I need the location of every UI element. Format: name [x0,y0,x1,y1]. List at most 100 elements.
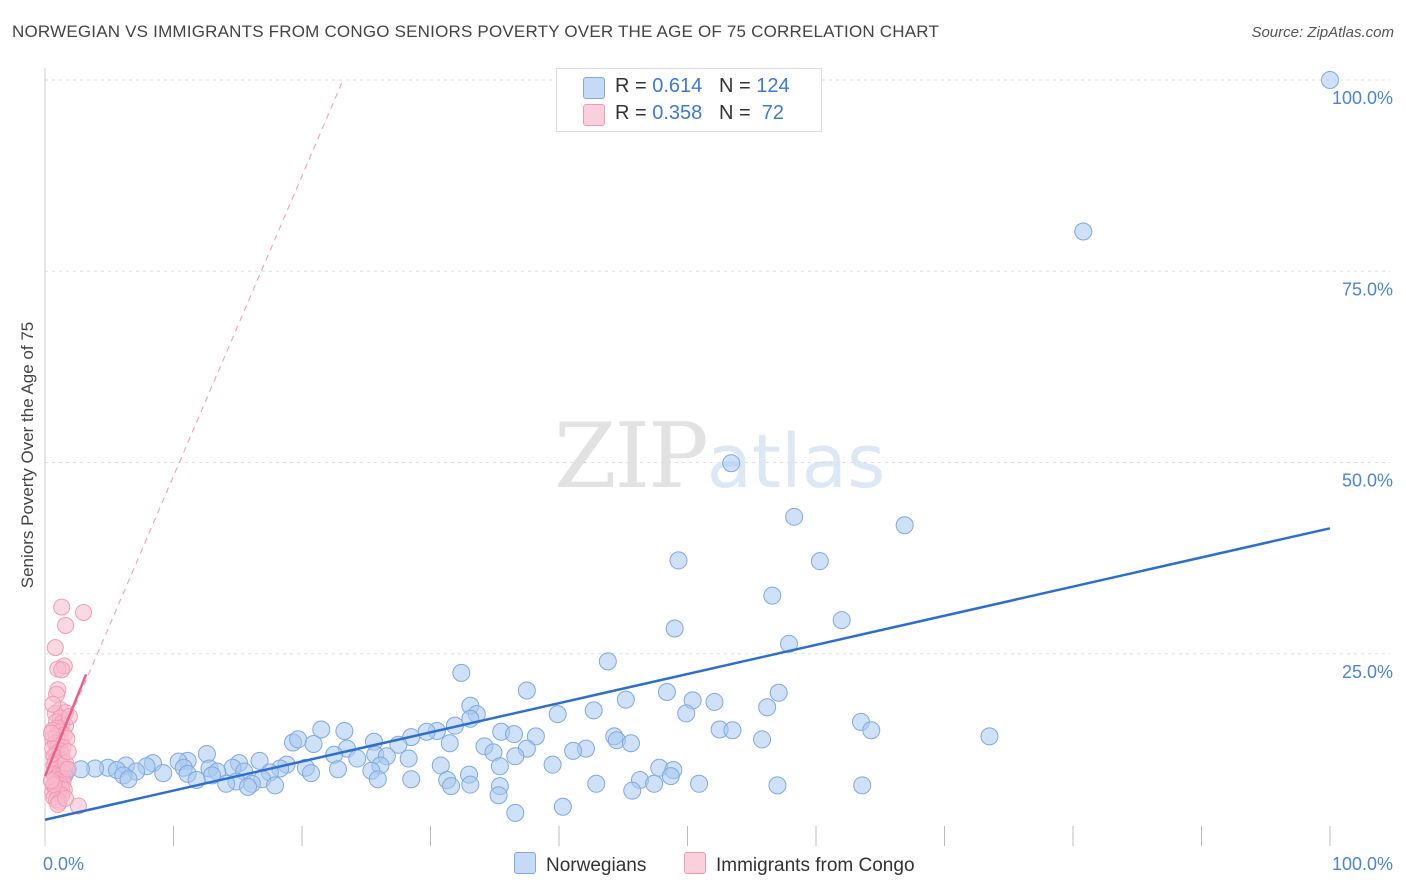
point-norwegians [564,741,583,760]
point-norwegians [489,786,508,805]
point-norwegians [768,776,787,795]
bottom-legend-norwegians: Norwegians [514,852,646,877]
point-norwegians [616,690,635,709]
point-norwegians [505,725,524,744]
point-congo [53,661,71,679]
r-label-norwegians: R = [615,75,653,97]
point-congo [57,616,75,634]
chart-title: NORWEGIAN VS IMMIGRANTS FROM CONGO SENIO… [12,22,940,41]
point-congo [75,603,93,621]
point-norwegians [328,760,347,779]
trend-lines [43,527,1331,821]
congo-trend-extension [44,79,344,777]
point-congo [42,724,60,742]
point-congo [53,598,71,616]
legend-swatch-norwegians [583,77,605,99]
congo-points [42,598,93,815]
x-tick-label: 0.0% [43,854,84,874]
bottom-label-congo: Immigrants from Congo [716,855,915,876]
point-norwegians [154,764,173,783]
n-value-norwegians: 124 [756,75,790,97]
point-norwegians [1074,222,1093,241]
point-norwegians [1321,71,1339,89]
point-norwegians [304,735,323,754]
axes [44,68,1331,846]
legend-text-norwegians: R = 0.614 N = 124 [615,75,790,98]
point-congo [46,639,64,657]
tick-labels: 25.0% 50.0% 75.0% 100.0% 0.0% 100.0% [43,88,1393,874]
point-norwegians [301,764,320,783]
bottom-legend-congo: Immigrants from Congo [684,852,915,877]
point-norwegians [657,683,676,701]
congo-trend-line [43,673,88,777]
point-congo [42,772,60,790]
point-norwegians [810,552,829,571]
point-norwegians [399,749,418,768]
point-norwegians [669,551,688,570]
y-tick-label: 25.0% [1342,662,1393,682]
point-norwegians [705,692,724,711]
point-norwegians [832,611,851,630]
point-norwegians [677,704,696,723]
point-norwegians [461,775,480,794]
point-norwegians [442,777,461,796]
point-norwegians [543,755,562,774]
point-norwegians [440,734,459,753]
point-norwegians [517,681,536,700]
point-congo [57,789,75,807]
point-norwegians [506,803,525,822]
point-norwegians [661,767,680,786]
norwegians-trend-line [44,527,1331,821]
point-congo [69,797,87,815]
watermark-zip: ZIP [554,404,709,509]
source-label: Source: ZipAtlas.com [1251,24,1394,41]
point-norwegians [289,730,308,749]
bottom-swatch-congo [684,852,706,874]
point-norwegians [548,705,567,724]
legend-text-congo: R = 0.358 N = 72 [615,102,784,125]
point-norwegians [780,634,799,653]
point-norwegians [862,721,881,740]
point-norwegians [645,774,664,793]
point-norwegians [587,774,606,793]
point-norwegians [368,770,387,789]
point-norwegians [723,721,742,740]
y-tick-label: 100.0% [1332,88,1393,108]
point-norwegians [239,777,258,796]
point-norwegians [348,749,367,768]
point-norwegians [553,797,572,816]
point-norwegians [758,698,777,717]
y-axis-title: Seniors Poverty Over the Age of 75 [18,321,37,589]
point-norwegians [312,720,331,739]
point-norwegians [785,507,804,526]
point-norwegians [753,730,772,749]
point-norwegians [853,776,872,795]
congo-trend-dashed [44,79,344,777]
point-norwegians [335,722,354,741]
point-norwegians [506,747,525,766]
point-norwegians [598,652,617,671]
point-norwegians [250,751,269,770]
y-tick-label: 75.0% [1342,279,1393,299]
point-norwegians [763,586,782,605]
point-norwegians [266,776,285,795]
point-norwegians [621,734,640,753]
point-norwegians [980,727,999,746]
n-label-norwegians: N = [718,75,757,97]
stats-legend: R = 0.614 N = 124 R = 0.358 N = 72 [556,68,822,132]
r-value-norwegians: 0.614 [652,75,703,97]
r-label-congo: R = [615,102,653,124]
point-norwegians [526,727,545,746]
point-norwegians [895,516,914,535]
n-label-congo: N = [718,102,757,124]
n-value-congo: 72 [756,102,785,124]
bottom-label-norwegians: Norwegians [546,855,647,876]
x-tick-label: 100.0% [1332,854,1393,874]
point-norwegians [690,774,709,793]
point-congo [59,760,77,778]
point-norwegians [452,663,471,682]
point-norwegians [402,770,421,789]
point-norwegians [119,770,138,789]
point-congo [59,743,77,761]
